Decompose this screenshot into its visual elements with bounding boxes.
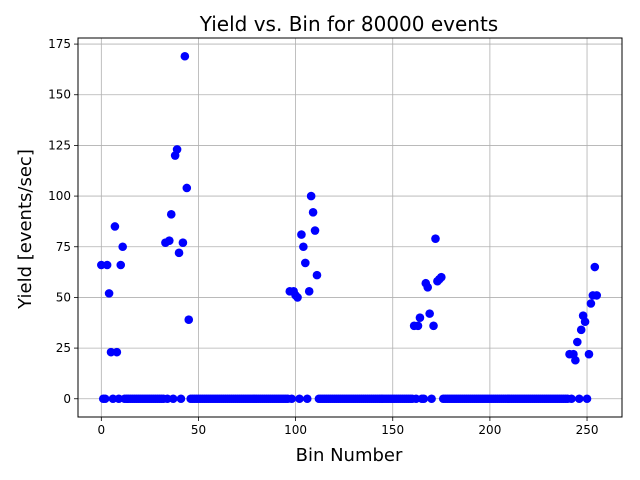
data-point [165,236,174,245]
data-point [582,394,592,404]
data-point [110,222,120,231]
y-tick-label: 0 [63,392,71,406]
data-point [295,394,304,404]
data-point [427,394,436,404]
y-tick-label: 75 [56,240,71,254]
data-point [293,293,302,302]
data-point [100,394,110,404]
data-point [573,337,582,347]
data-point [176,394,186,404]
data-point [413,321,423,331]
x-tick-label: 50 [191,423,206,437]
data-point [184,315,194,325]
y-tick-label: 100 [48,189,71,203]
x-tick-label: 150 [381,423,404,437]
y-tick-label: 50 [56,290,71,304]
data-point [592,291,602,300]
data-point [104,289,114,298]
data-point [431,234,440,243]
data-point [584,349,594,359]
data-point [301,258,310,268]
data-point [590,262,600,272]
data-point [415,313,425,322]
data-point [287,394,297,404]
data-point [423,282,433,292]
data-point [308,207,318,217]
data-point [586,299,596,308]
grid [78,38,622,417]
data-point [437,272,446,282]
data-point [112,347,122,357]
data-point [168,394,178,404]
x-tick-label: 100 [284,423,307,437]
data-point [425,309,434,318]
data-point [172,145,182,154]
data-point [571,355,580,365]
y-axis-label: Yield [events/sec] [15,149,36,310]
y-tick-label: 175 [48,37,71,51]
y-tick-label: 150 [48,88,71,102]
data-points [97,51,602,404]
data-point [306,191,316,201]
data-point [304,287,314,296]
data-point [178,238,188,248]
data-point [567,394,576,404]
y-tick-label: 125 [48,138,71,152]
x-tick-label: 0 [97,423,105,437]
y-axis-ticks: 0 25 50 75 100 125 150 175 [48,37,78,406]
x-tick-label: 200 [478,423,501,437]
data-point [116,260,126,270]
y-tick-label: 25 [56,341,71,355]
data-point [580,317,590,327]
data-point [419,394,429,404]
x-axis-label: Bin Number [296,445,403,466]
data-point [310,226,320,235]
data-point [182,183,192,193]
plot-frame [77,37,623,418]
data-point [180,51,190,61]
x-axis-ticks: 0 50 100 150 200 250 [97,417,598,437]
data-point [576,325,586,335]
data-point [429,321,438,331]
x-tick-label: 250 [576,423,599,437]
data-point [297,230,306,239]
data-point [102,260,112,270]
data-point [299,242,308,252]
data-point [166,210,176,219]
chart-title: Yield vs. Bin for 80000 events [199,12,498,36]
data-point [302,394,312,404]
data-point [174,248,184,258]
data-point [574,394,584,404]
data-point [118,242,127,252]
data-point [312,270,322,280]
